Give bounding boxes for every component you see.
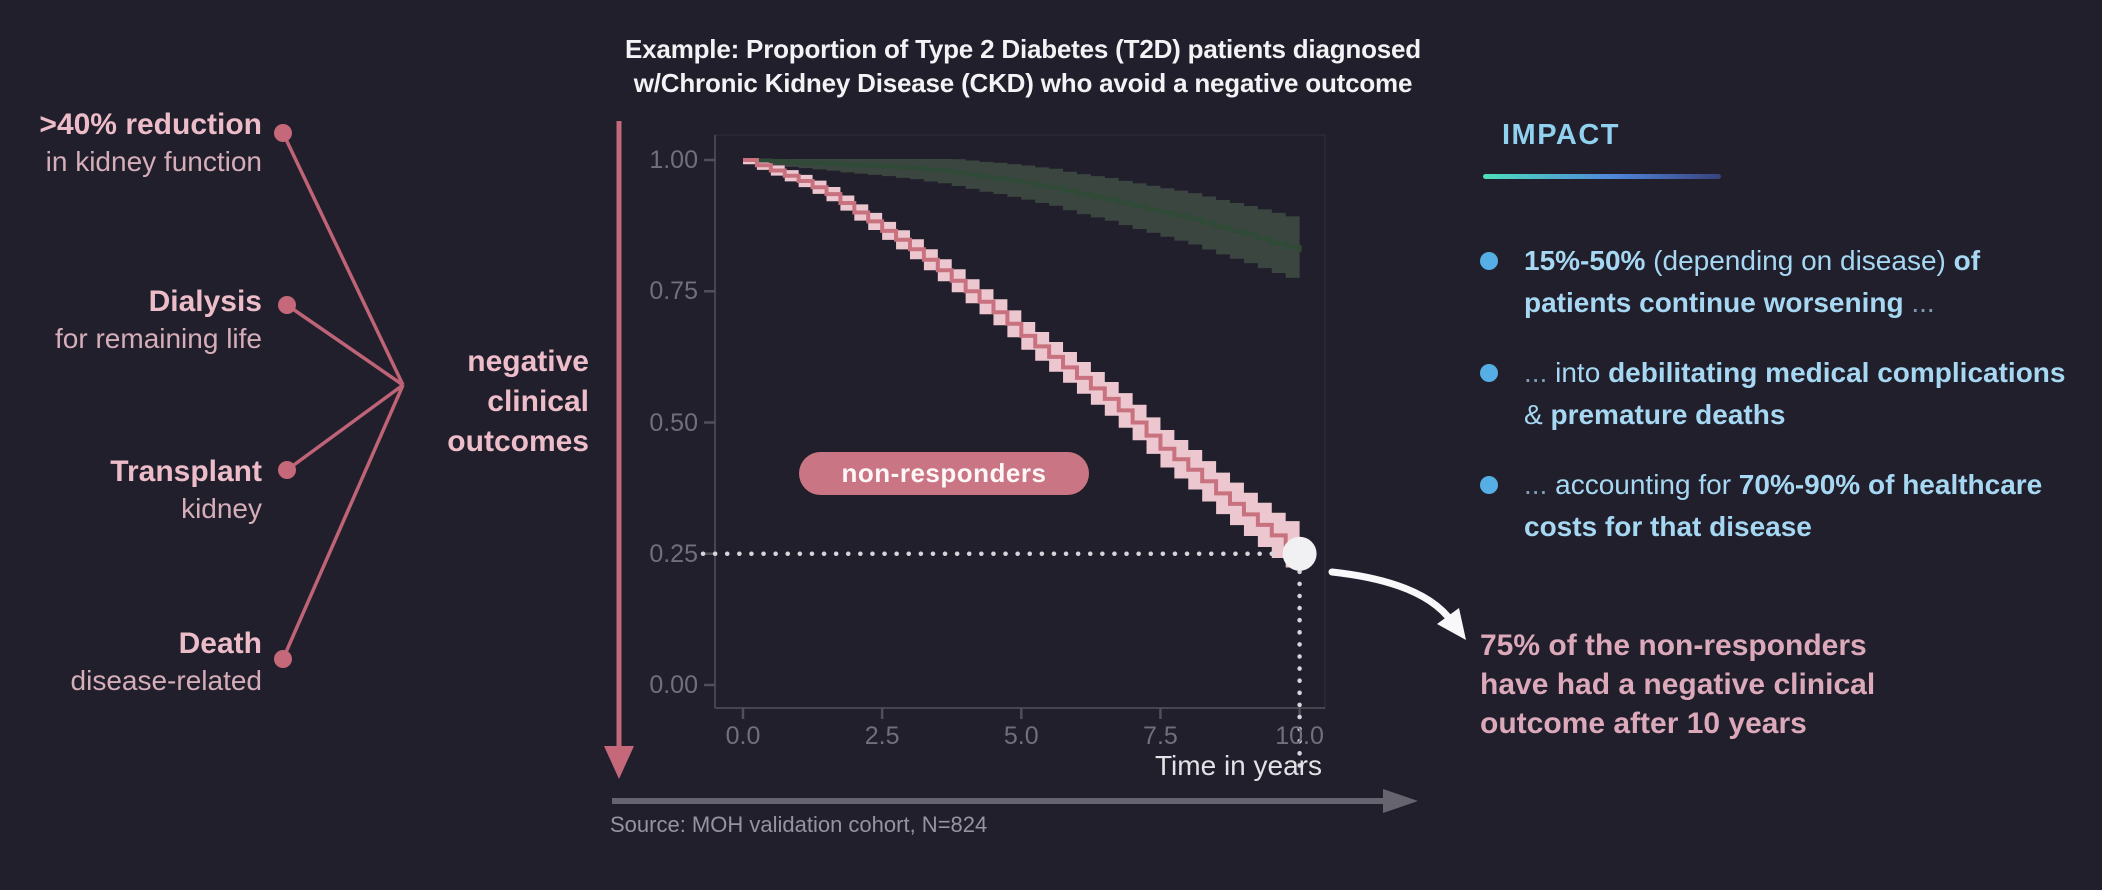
- outcome-title: Transplant: [110, 455, 262, 488]
- bullet-text-segment: accounting for: [1555, 469, 1739, 500]
- x-tick-label: 7.5: [1143, 722, 1178, 750]
- outcome-title: >40% reduction: [39, 108, 262, 141]
- y-tick-label: 0.00: [649, 671, 698, 699]
- bullet-text-segment: 15%-50%: [1524, 245, 1646, 276]
- bullet-text-segment: (depending on disease): [1645, 245, 1954, 276]
- impact-bullet: ... accounting for 70%-90% of healthcare…: [1478, 464, 2078, 548]
- bullet-text-segment: ...: [1903, 287, 1935, 318]
- endpoint-marker: [1282, 536, 1317, 571]
- outcome-item-transplant: Transplant kidney: [110, 453, 262, 527]
- bullet-dot-icon: [1480, 364, 1498, 382]
- y-tick-label: 1.00: [649, 146, 698, 174]
- outcome-subtitle: disease-related: [70, 665, 262, 696]
- bullet-dot-icon: [1480, 252, 1498, 270]
- source-note: Source: MOH validation cohort, N=824: [610, 812, 988, 837]
- outcome-item-dialysis: Dialysis for remaining life: [55, 283, 262, 357]
- x-axis-title: Time in years: [1154, 750, 1322, 781]
- bullet-text-segment: into: [1555, 357, 1609, 388]
- bullet-text-segment: &: [1524, 399, 1551, 430]
- x-axis-arrow-icon: [612, 789, 1418, 813]
- negative-clinical-outcomes-label: negative clinical outcomes: [447, 345, 589, 458]
- axis-tick-marks: [704, 158, 1301, 719]
- x-tick-label: 0.0: [725, 722, 761, 750]
- bullet-text-segment: debilitating medical complications: [1608, 357, 2066, 388]
- outcome-item-kidney-function: >40% reduction in kidney function: [39, 106, 262, 180]
- bullet-text-segment: ...: [1524, 469, 1556, 500]
- bullet-dot-icon: [1480, 476, 1498, 494]
- outcome-item-death: Death disease-related: [71, 625, 262, 699]
- bullet-text-segment: 70%-90% of healthcare costs for that dis…: [1524, 469, 2043, 542]
- bullet-text-segment: of patients continue worsening: [1524, 245, 1981, 318]
- non-responders-band: [743, 158, 1300, 578]
- responders-line: [743, 158, 1302, 252]
- outcome-title: Dialysis: [148, 285, 262, 318]
- impact-bullet: ... into debilitating medical complicati…: [1478, 352, 2078, 436]
- curved-callout-arrow-icon: [1328, 568, 1466, 640]
- endpoint-annotation: [700, 536, 1317, 780]
- y-axis-arrow-icon: [604, 121, 634, 779]
- outcome-subtitle: in kidney function: [45, 146, 262, 177]
- bullet-text-segment: premature deaths: [1550, 399, 1786, 430]
- confidence-bands: [743, 158, 1300, 578]
- impact-bullet-list: 15%-50% (depending on disease) of patien…: [1478, 240, 2078, 576]
- x-tick-label: 2.5: [864, 722, 900, 750]
- non-responders-series-label: non-responders: [799, 452, 1089, 495]
- outcome-connector-lines: [281, 132, 405, 660]
- non-responders-line: [743, 158, 1302, 554]
- outcome-subtitle: for remaining life: [55, 323, 262, 354]
- bullet-text-segment: ...: [1524, 357, 1556, 388]
- impact-bullet: 15%-50% (depending on disease) of patien…: [1478, 240, 2078, 324]
- chart-title: Example: Proportion of Type 2 Diabetes (…: [625, 34, 1421, 98]
- x-tick-label: 10.0: [1275, 722, 1324, 750]
- y-tick-label: 0.75: [649, 277, 698, 306]
- survival-curves: [743, 158, 1302, 554]
- x-tick-label: 5.0: [1003, 722, 1039, 750]
- y-tick-label: 0.50: [649, 408, 698, 437]
- y-tick-label: 0.25: [649, 539, 698, 568]
- impact-heading-underline: [1483, 174, 1721, 179]
- non-responders-callout: 75% of the non-responders have had a neg…: [1480, 629, 1876, 740]
- outcome-dots: [274, 124, 296, 668]
- responders-band: [743, 158, 1300, 284]
- impact-heading: IMPACT: [1502, 119, 1621, 151]
- outcome-title: Death: [178, 627, 262, 660]
- outcome-subtitle: kidney: [181, 493, 262, 524]
